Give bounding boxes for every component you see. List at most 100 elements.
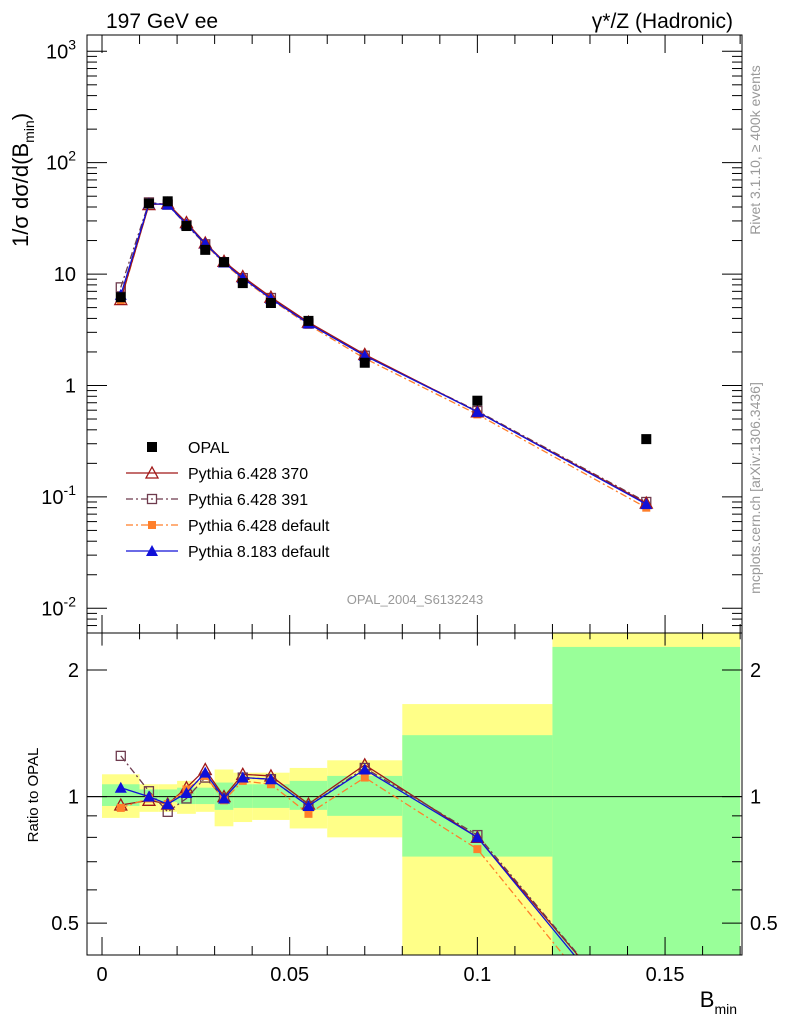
y-tick-label-main: 102 [46,148,76,175]
legend-marker-p8def [146,545,158,556]
main-point-data-3 [181,221,192,232]
y-tick-label-ratio-right: 0.5 [750,913,778,935]
y-tick-label-main: 10 [54,264,76,286]
legend-marker-p391 [146,493,158,505]
y-axis-label-ratio: Ratio to OPAL [25,748,42,843]
y-tick-label-main: 1 [65,375,76,397]
y-axis-label-main: 1/σ dσ/d(Bmin) [8,113,37,247]
main-point-data-0 [115,292,126,303]
main-series-p391 [115,197,652,508]
chart-legend: OPAL Pythia 6.428 370 Pythia 6.428 391 Pyth… [126,440,330,561]
ratio-point-p8def-9 [358,763,371,775]
legend-entry-p8def: Pythia 8.183 default [126,544,330,561]
legend-marker-p6def [148,521,156,529]
y-axis-label-main-text: 1/σ dσ/d(B [8,143,33,247]
band-green-0 [102,784,140,806]
ratio-point-p8def-8 [302,799,315,811]
ratio-series-p8def [114,763,576,955]
ratio-point-p8def-7 [264,773,277,785]
y-tick-label-main: 103 [46,36,76,63]
y-axis-label-main-sub: min [21,120,37,143]
main-point-data-11 [641,434,652,445]
y-tick-mantissa: 10 [41,598,63,620]
legend-label-p6def: Pythia 6.428 default [188,518,330,535]
y-tick-label-ratio-right: 2 [750,660,761,682]
main-series-data [115,196,652,445]
main-point-data-4 [200,244,211,255]
y-axis-label-main-close: ) [8,113,33,120]
x-axis-label-sub: min [714,1001,737,1017]
y-tick-exponent: -2 [64,593,77,609]
main-point-data-6 [237,278,248,289]
x-tick-label: 0.15 [646,964,685,986]
ratio-point-p6def-9 [360,773,369,782]
y-tick-label-ratio-left: 0.5 [51,913,79,935]
ratio-point-p8def-1 [142,790,155,802]
ratio-point-p391-0 [115,750,126,762]
legend-marker-data [147,442,157,452]
main-point-data-1 [143,198,154,209]
y-tick-exponent: -1 [64,482,77,498]
y-tick-label-ratio-left: 1 [68,787,79,809]
ratio-point-p6def-10 [473,845,482,854]
y-tick-mantissa: 10 [46,41,68,63]
rivet-label: Rivet 3.1.10, ≥ 400k events [747,65,763,235]
main-point-data-10 [472,395,483,406]
ratio-series-group [113,750,580,955]
legend-label-p8def: Pythia 8.183 default [188,544,330,561]
ratio-point-p8def-2 [161,798,174,810]
ratio-point-p8def-6 [236,771,249,783]
y-tick-label-main: 10-2 [41,593,76,620]
main-series-p6def [116,199,651,512]
legend-entry-data: OPAL [147,440,230,457]
x-tick-label: 0 [96,964,107,986]
x-axis-label: Bmin [700,987,737,1017]
x-tick-label: 0.1 [463,964,491,986]
y-tick-exponent: 3 [68,36,76,52]
band-green-11 [552,646,741,955]
ratio-uncertainty-bands [87,633,742,955]
ratio-point-p6def-7 [266,780,275,789]
legend-label-data: OPAL [188,440,230,457]
legend-entry-p6def: Pythia 6.428 default [126,518,330,535]
ratio-point-p8def-3 [180,786,193,798]
ratio-point-p6def-0 [116,803,125,812]
y-tick-mantissa: 10 [46,153,68,175]
analysis-watermark: OPAL_2004_S6132243 [347,592,483,607]
band-green-6 [233,784,253,808]
ratio-point-p8def-5 [218,792,231,804]
main-point-data-8 [303,315,314,326]
band-green-7 [252,784,290,808]
ratio-point-p6def-8 [304,809,313,818]
main-line-p6def [120,202,647,509]
band-green-4 [195,787,215,805]
ratio-point-p8def-10 [471,831,484,843]
y-tick-label-ratio-right: 1 [750,787,761,809]
main-point-p8def-11 [640,498,653,510]
main-series-group [113,196,654,512]
ratio-point-p8def-4 [199,766,212,778]
main-point-data-2 [162,196,173,207]
y-tick-label-ratio-left: 2 [68,660,79,682]
ratio-line-p8def [120,768,576,955]
main-point-data-5 [219,257,230,268]
main-point-p8def-10 [471,405,484,417]
x-axis-label-text: B [700,987,715,1012]
legend-label-p370: Pythia 6.428 370 [188,466,308,483]
band-green-2 [158,789,178,803]
main-point-data-7 [265,298,276,309]
y-tick-label-main: 10-1 [41,482,76,509]
axis-ticks [87,35,742,955]
x-tick-label: 0.05 [270,964,309,986]
ratio-point-p8def-0 [114,781,127,793]
y-tick-mantissa: 10 [41,487,63,509]
y-tick-exponent: 2 [68,148,76,164]
mcplots-label: mcplots.cern.ch [arXiv:1306.3436] [747,382,763,594]
legend-entry-p391: Pythia 6.428 391 [126,492,308,509]
main-point-data-9 [359,357,370,368]
legend-label-p391: Pythia 6.428 391 [188,492,308,509]
header-left-label: 197 GeV ee [106,10,218,33]
legend-marker-p370 [144,465,160,479]
